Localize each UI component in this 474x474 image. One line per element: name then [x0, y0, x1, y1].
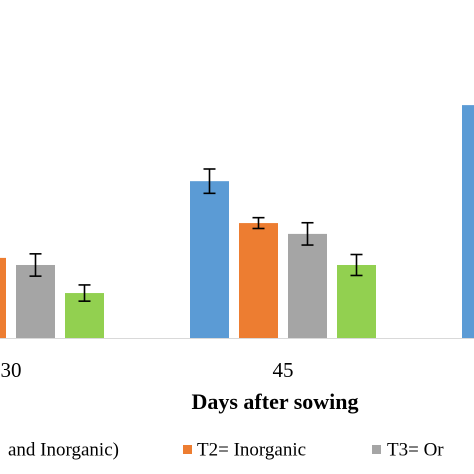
error-bar [203, 168, 216, 195]
legend-swatch [183, 445, 192, 454]
bar [0, 257, 6, 338]
error-bar [301, 221, 314, 246]
error-bar [350, 253, 363, 277]
legend-label: T3= Or [387, 439, 444, 460]
bar [190, 181, 229, 338]
legend-swatch [372, 445, 381, 454]
x-tick-label: 45 [273, 358, 294, 382]
bar [337, 264, 376, 338]
x-tick-label: 30 [1, 358, 22, 382]
bar [288, 233, 327, 338]
bar [462, 105, 474, 338]
x-axis-title: Days after sowing [191, 389, 358, 414]
error-bar [78, 284, 91, 302]
legend-label: T2= Inorganic [197, 439, 306, 460]
error-bar [29, 253, 42, 277]
bar [16, 264, 55, 338]
legend-label: and Inorganic) [8, 439, 119, 460]
bar [239, 223, 278, 338]
error-bar [252, 216, 265, 230]
